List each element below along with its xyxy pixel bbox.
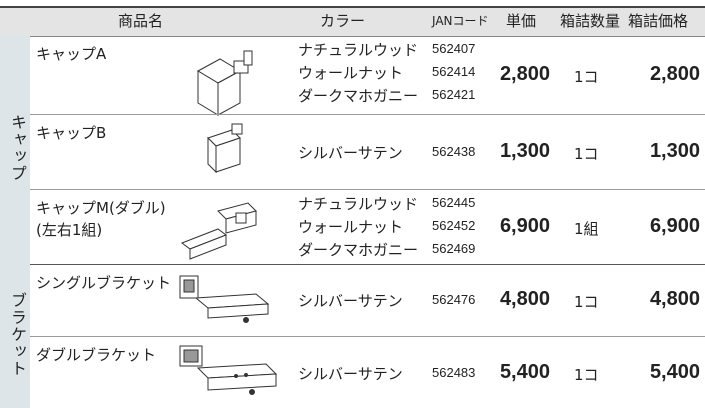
product-image <box>179 345 278 395</box>
color: シルバーサテン <box>298 292 403 310</box>
product-image <box>180 202 257 260</box>
row-divider <box>30 189 705 190</box>
unit-price: 4,800 <box>499 288 550 310</box>
header-jan: JANコード <box>432 14 489 28</box>
header-box-price: 箱詰価格 <box>628 12 689 30</box>
box-price: 6,900 <box>649 214 700 237</box>
color: ダークマホガニー <box>298 241 419 259</box>
product-name: (左右1組) <box>36 221 103 239</box>
color: ダークマホガニー <box>298 87 419 105</box>
jan-code: 562421 <box>432 87 476 102</box>
jan-code: 562452 <box>432 218 476 233</box>
product-image <box>196 50 253 116</box>
color: ナチュラルウッド <box>298 41 419 59</box>
box-price: 5,400 <box>649 360 700 383</box>
jan-code: 562476 <box>432 292 476 307</box>
color: ウォールナット <box>298 64 404 82</box>
unit-price: 2,800 <box>499 62 550 85</box>
product-name: シングルブラケット <box>36 274 172 292</box>
unit-price: 5,400 <box>499 360 550 383</box>
header-box-qty: 箱詰数量 <box>560 12 621 30</box>
jan-code: 562469 <box>432 241 476 256</box>
group-cell <box>0 35 30 264</box>
row-divider <box>30 114 705 115</box>
color: ナチュラルウッド <box>298 195 419 213</box>
color: シルバーサテン <box>298 364 403 383</box>
group-label: ブラケット <box>8 291 27 377</box>
header-unit-price: 単価 <box>506 12 537 30</box>
product-name: キャップB <box>36 124 107 142</box>
box-qty: 1コ <box>574 293 599 311</box>
unit-price: 6,900 <box>499 214 550 237</box>
box-qty: 1コ <box>574 144 599 163</box>
row-divider <box>30 336 705 337</box>
product-name: キャップA <box>36 45 107 63</box>
product-name: キャップM(ダブル) <box>36 199 166 217</box>
box-qty: 1コ <box>574 67 599 86</box>
box-price: 1,300 <box>649 139 700 162</box>
color: シルバーサテン <box>298 143 403 162</box>
jan-code: 562438 <box>432 143 476 159</box>
header-name: 商品名 <box>118 12 164 30</box>
group-divider <box>0 264 705 265</box>
jan-code: 562414 <box>432 64 476 79</box>
jan-code: 562407 <box>432 41 476 56</box>
header-bar <box>0 6 705 37</box>
box-price: 4,800 <box>649 288 700 310</box>
unit-price: 1,300 <box>499 139 550 162</box>
product-image <box>179 275 270 323</box>
group-cell <box>0 264 30 408</box>
box-price: 2,800 <box>649 62 700 85</box>
group-label: キャップ <box>8 113 27 182</box>
box-qty: 1組 <box>574 219 599 238</box>
box-qty: 1コ <box>574 365 599 384</box>
header-color: カラー <box>320 12 366 30</box>
color: ウォールナット <box>298 218 404 236</box>
product-name: ダブルブラケット <box>36 346 157 364</box>
jan-code: 562445 <box>432 195 476 210</box>
jan-code: 562483 <box>432 364 476 380</box>
product-image <box>207 123 243 174</box>
